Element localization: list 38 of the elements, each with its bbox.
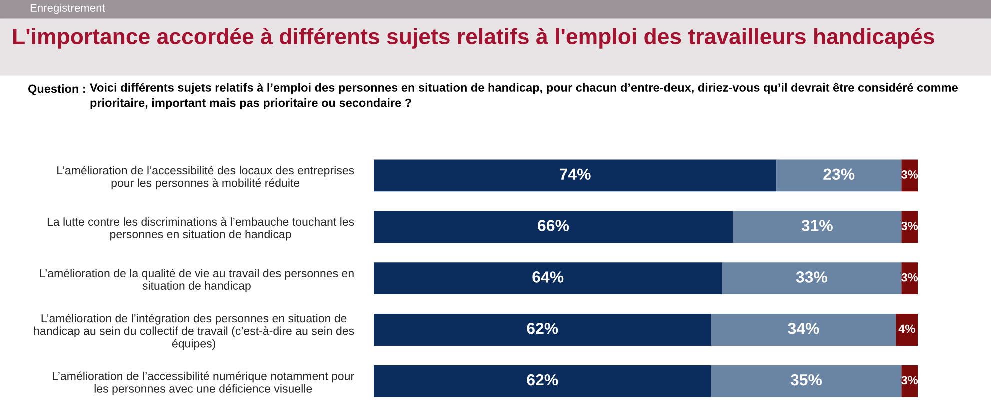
y-tick-label: L’amélioration de la qualité de vie au travail des personnes en situation de handicap [40,268,354,292]
data-label: 3% [902,222,918,230]
y-tick-label: L’amélioration de l’accessibilité numérique notamment pour les personnes avec une déficience visuelle [53,372,354,396]
data-label: 62% [527,322,558,334]
data-label: 23% [824,168,855,180]
data-label: 3% [902,170,918,179]
y-tick-label: La lutte contre les discriminations à l’embauche touchant les personnes en situation de handicap [48,217,354,241]
bar [896,314,918,346]
bar [374,211,734,244]
text: Enregistrement [30,4,106,14]
data-label: 35% [790,374,822,386]
bar [374,262,722,295]
bar [733,211,902,244]
data-label: 31% [802,220,833,232]
data-label: 3% [902,376,918,385]
data-label: 3% [902,273,918,282]
data-label: 34% [788,322,820,334]
bar [902,262,918,295]
y-tick-label: L’amélioration de l’intégration des personnes en situation de handicap au sein du collectif de travail (c’est-à-dire au sein des équipes) [34,314,354,350]
y-tick-label: L’amélioration de l’accessibilité des locaux des entreprises pour les personnes à mobilité réduite [58,166,354,190]
data-label: 62% [527,374,558,386]
bar [902,211,918,244]
data-label: 4% [898,324,916,334]
chart-title: L'importance accordée à différents sujets relatifs à l'emploi des travailleurs handicapés [13,28,934,49]
data-label: 66% [538,220,570,232]
bar [722,262,902,295]
text: Question : [28,84,86,96]
data-label: 74% [560,168,591,180]
bar [711,314,896,346]
bar [776,160,902,192]
bar [711,365,902,398]
bar [902,365,918,398]
bar [374,160,777,192]
chart-subtitle: Voici différents sujets relatifs à l’emploi des personnes en situation de handicap, pour chacun d’entre-deux, diriez-vous qu’il devrait être considéré comme prioritaire, important mais pas prioritaire ou secondaire ? [90,83,958,110]
bar [374,314,712,346]
data-label: 64% [532,272,564,283]
bar [374,365,712,398]
data-label: 33% [796,272,828,283]
